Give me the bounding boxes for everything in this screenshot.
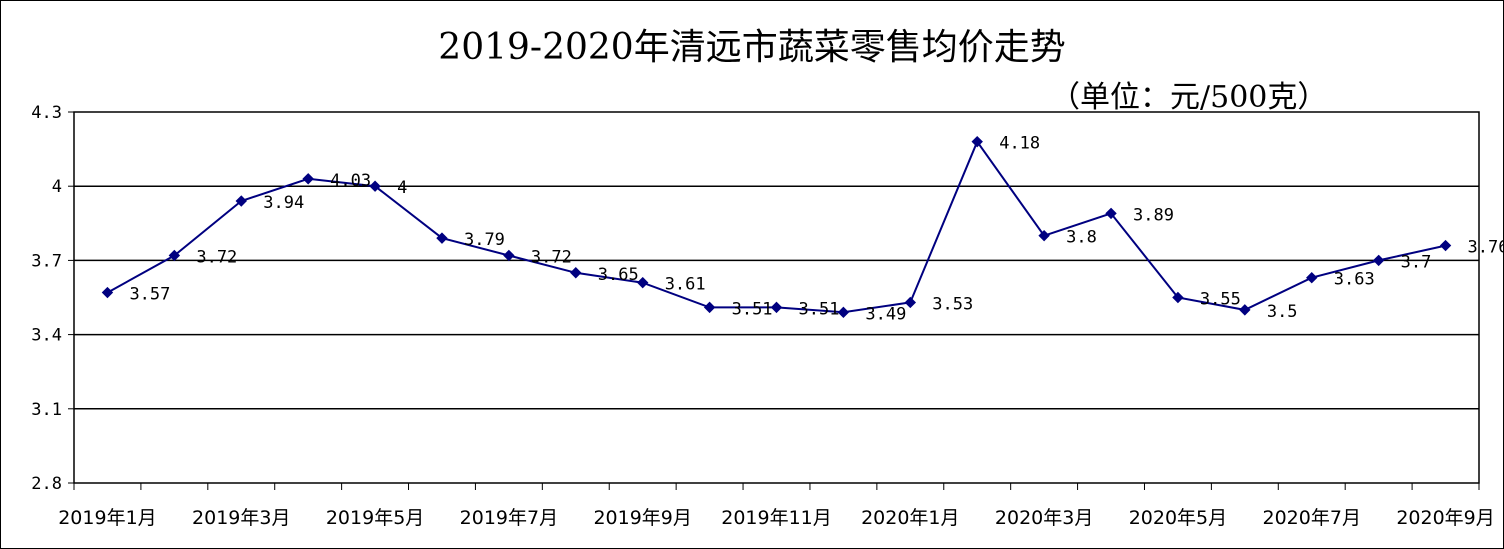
data-point xyxy=(904,296,917,309)
data-label: 3.72 xyxy=(196,247,237,267)
data-point xyxy=(703,301,716,314)
data-label: 3.51 xyxy=(799,299,840,319)
y-tick-label: 3.4 xyxy=(31,326,62,346)
x-tick-label: 2020年1月 xyxy=(861,507,959,529)
data-label: 3.72 xyxy=(531,247,572,267)
y-tick-label: 4.3 xyxy=(31,103,62,123)
data-point xyxy=(436,232,448,244)
chart-title: 2019-2020年清远市蔬菜零售均价走势 xyxy=(438,27,1066,68)
x-tick-label: 2020年3月 xyxy=(995,507,1093,529)
data-point xyxy=(1306,272,1318,284)
x-tick-label: 2019年1月 xyxy=(58,507,156,529)
x-tick-label: 2019年9月 xyxy=(593,507,691,529)
x-tick-label: 2020年5月 xyxy=(1129,507,1227,529)
data-point xyxy=(302,173,314,185)
data-point xyxy=(1105,207,1117,220)
data-point xyxy=(1172,291,1184,304)
data-point xyxy=(570,267,582,279)
data-label: 4 xyxy=(397,178,407,198)
data-label: 3.94 xyxy=(263,193,304,213)
data-point xyxy=(235,195,247,207)
x-tick-label: 2020年9月 xyxy=(1396,507,1494,529)
data-label: 3.51 xyxy=(732,299,773,319)
x-tick-label: 2019年3月 xyxy=(192,507,290,529)
y-tick-label: 3.1 xyxy=(31,400,62,420)
data-point xyxy=(1439,239,1452,252)
data-label: 3.5 xyxy=(1267,302,1298,322)
data-label: 3.55 xyxy=(1200,290,1241,310)
y-tick-label: 3.7 xyxy=(31,251,62,271)
plot-area xyxy=(73,111,1480,484)
data-point xyxy=(636,276,649,289)
data-label: 3.79 xyxy=(464,230,505,250)
data-point xyxy=(369,180,381,192)
data-point xyxy=(1372,254,1385,267)
data-label: 3.63 xyxy=(1334,270,1375,290)
data-label: 3.8 xyxy=(1066,228,1097,248)
data-label: 3.49 xyxy=(865,304,906,324)
data-point xyxy=(971,135,983,148)
data-label: 3.7 xyxy=(1401,252,1432,272)
data-point xyxy=(837,306,850,319)
data-point xyxy=(101,286,114,299)
data-label: 3.61 xyxy=(665,275,706,295)
data-point xyxy=(1239,304,1251,316)
data-label: 3.65 xyxy=(598,265,639,285)
data-label: 3.53 xyxy=(932,294,973,314)
x-tick-label: 2020年7月 xyxy=(1263,507,1361,529)
data-point xyxy=(168,249,181,262)
chart-unit-label: （单位：元/500克） xyxy=(1050,80,1328,115)
data-point xyxy=(770,301,783,314)
x-tick-label: 2019年5月 xyxy=(326,507,424,529)
x-tick-label: 2019年7月 xyxy=(460,507,558,529)
data-label: 4.03 xyxy=(330,171,371,191)
data-point xyxy=(503,249,515,262)
data-label: 3.57 xyxy=(129,285,170,305)
series-line xyxy=(107,139,1446,314)
y-tick-label: 4 xyxy=(52,177,62,197)
x-tick-label: 2019年11月 xyxy=(721,507,832,529)
data-label: 3.89 xyxy=(1133,205,1174,225)
data-label: 3.76 xyxy=(1468,238,1504,258)
data-label: 4.18 xyxy=(999,134,1040,154)
y-tick-label: 2.8 xyxy=(31,474,62,494)
data-point xyxy=(1038,229,1050,242)
